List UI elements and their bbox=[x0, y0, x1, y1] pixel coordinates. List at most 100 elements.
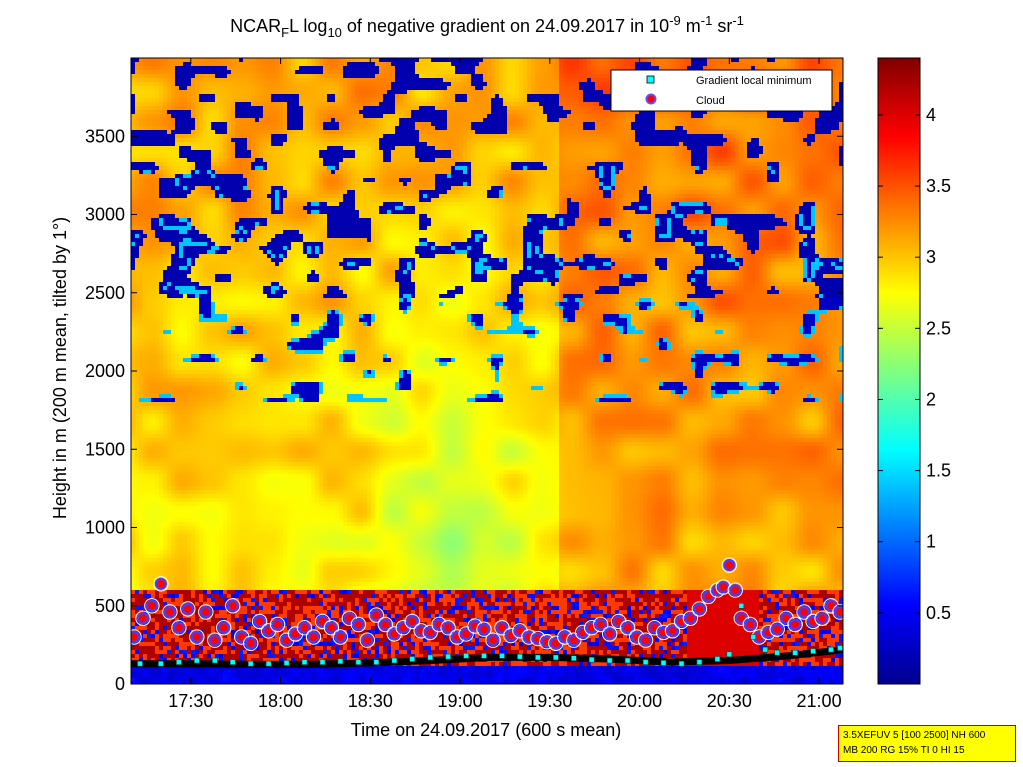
heatmap-cell bbox=[227, 634, 232, 639]
heatmap-cell bbox=[183, 182, 188, 187]
heatmap-cell bbox=[175, 506, 180, 511]
heatmap-cell bbox=[223, 442, 228, 447]
heatmap-cell bbox=[203, 346, 208, 351]
heatmap-cell bbox=[203, 306, 208, 311]
heatmap-cell bbox=[239, 390, 244, 395]
heatmap-cell bbox=[171, 526, 176, 531]
heatmap-cell bbox=[143, 646, 148, 651]
heatmap-cell bbox=[135, 514, 140, 519]
heatmap-cell bbox=[203, 442, 208, 447]
heatmap-cell bbox=[159, 354, 164, 359]
heatmap-cell bbox=[179, 406, 184, 411]
heatmap-cell bbox=[219, 58, 224, 63]
heatmap-cell bbox=[203, 154, 208, 159]
heatmap-cell bbox=[199, 306, 204, 311]
heatmap-cell bbox=[227, 242, 232, 247]
heatmap-cell bbox=[179, 442, 184, 447]
heatmap-cell bbox=[223, 370, 228, 375]
heatmap-cell bbox=[223, 278, 228, 283]
heatmap-cell bbox=[203, 298, 208, 303]
heatmap-cell bbox=[251, 590, 256, 595]
heatmap-cell bbox=[235, 374, 240, 379]
heatmap-cell bbox=[159, 206, 164, 211]
heatmap-cell bbox=[183, 278, 188, 283]
heatmap-cell bbox=[255, 138, 260, 143]
heatmap-cell bbox=[159, 510, 164, 515]
heatmap-cell bbox=[179, 142, 184, 147]
heatmap-cell bbox=[215, 470, 220, 475]
heatmap-cell bbox=[167, 586, 172, 591]
heatmap-cell bbox=[175, 498, 180, 503]
heatmap-cell bbox=[143, 670, 148, 675]
heatmap-cell bbox=[143, 98, 148, 103]
heatmap-cell bbox=[135, 654, 140, 659]
heatmap-cell bbox=[183, 442, 188, 447]
heatmap-cell bbox=[231, 578, 236, 583]
heatmap-cell bbox=[203, 526, 208, 531]
heatmap-cell bbox=[143, 666, 148, 671]
heatmap-cell bbox=[195, 446, 200, 451]
heatmap-cell bbox=[251, 454, 256, 459]
heatmap-cell bbox=[199, 386, 204, 391]
heatmap-cell bbox=[227, 266, 232, 271]
heatmap-cell bbox=[247, 390, 252, 395]
heatmap-cell bbox=[247, 90, 252, 95]
heatmap-cell bbox=[163, 534, 168, 539]
heatmap-cell bbox=[207, 522, 212, 527]
heatmap-cell bbox=[171, 586, 176, 591]
heatmap-cell bbox=[147, 90, 152, 95]
heatmap-cell bbox=[163, 370, 168, 375]
heatmap-cell bbox=[215, 482, 220, 487]
heatmap-cell bbox=[147, 634, 152, 639]
heatmap-cell bbox=[247, 294, 252, 299]
heatmap-cell bbox=[135, 250, 140, 255]
heatmap-cell bbox=[223, 186, 228, 191]
heatmap-cell bbox=[171, 474, 176, 479]
heatmap-cell bbox=[139, 106, 144, 111]
heatmap-cell bbox=[159, 94, 164, 99]
heatmap-cell bbox=[219, 346, 224, 351]
heatmap-cell bbox=[171, 82, 176, 87]
heatmap-cell bbox=[183, 178, 188, 183]
heatmap-cell bbox=[223, 658, 228, 663]
heatmap-cell bbox=[151, 338, 156, 343]
heatmap-cell bbox=[147, 66, 152, 71]
heatmap-cell bbox=[147, 150, 152, 155]
heatmap-cell bbox=[187, 210, 192, 215]
heatmap-cell bbox=[191, 214, 196, 219]
heatmap-cell bbox=[251, 114, 256, 119]
heatmap-cell bbox=[211, 150, 216, 155]
heatmap-cell bbox=[143, 170, 148, 175]
heatmap-cell bbox=[135, 70, 140, 75]
heatmap-cell bbox=[219, 362, 224, 367]
heatmap-cell bbox=[227, 346, 232, 351]
heatmap-cell bbox=[155, 594, 160, 599]
heatmap-cell bbox=[199, 290, 204, 295]
heatmap-cell bbox=[243, 474, 248, 479]
heatmap-cell bbox=[211, 106, 216, 111]
heatmap-cell bbox=[215, 474, 220, 479]
heatmap-cell bbox=[179, 606, 184, 611]
heatmap-cell bbox=[195, 354, 200, 359]
heatmap-cell bbox=[183, 74, 188, 79]
heatmap-cell bbox=[247, 502, 252, 507]
heatmap-cell bbox=[195, 614, 200, 619]
heatmap-cell bbox=[151, 550, 156, 555]
heatmap-cell bbox=[187, 74, 192, 79]
heatmap-cell bbox=[215, 118, 220, 123]
heatmap-cell bbox=[199, 526, 204, 531]
heatmap-cell bbox=[179, 258, 184, 263]
heatmap-cell bbox=[243, 410, 248, 415]
heatmap-cell bbox=[215, 574, 220, 579]
heatmap-cell bbox=[159, 278, 164, 283]
heatmap-cell bbox=[255, 458, 260, 463]
heatmap-cell bbox=[139, 326, 144, 331]
heatmap-cell bbox=[135, 338, 140, 343]
heatmap-cell bbox=[227, 494, 232, 499]
heatmap-cell bbox=[239, 586, 244, 591]
heatmap-cell bbox=[215, 650, 220, 655]
heatmap-cell bbox=[155, 414, 160, 419]
heatmap-cell bbox=[207, 466, 212, 471]
heatmap-cell bbox=[147, 322, 152, 327]
heatmap-cell bbox=[183, 378, 188, 383]
